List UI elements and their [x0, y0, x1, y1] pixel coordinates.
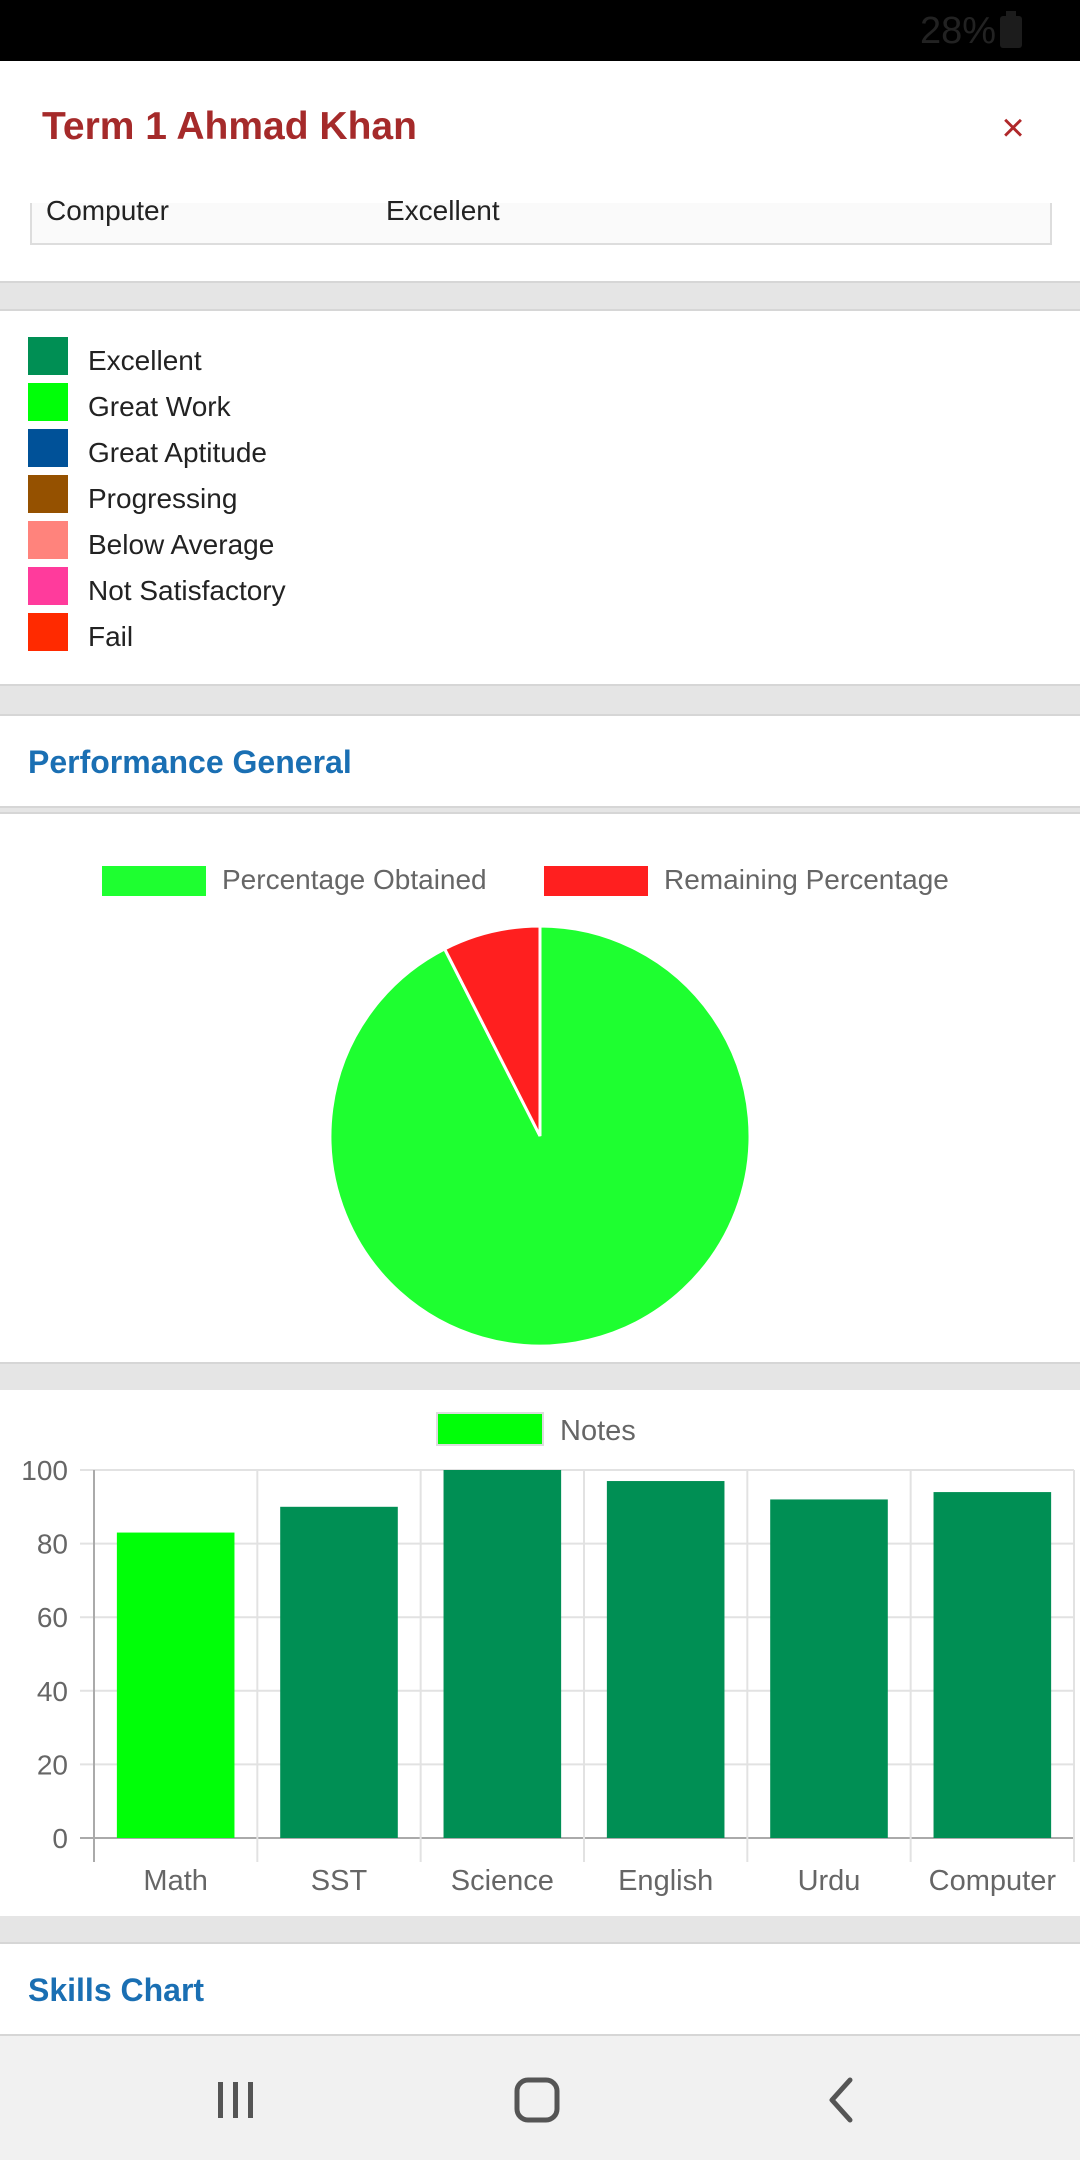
- x-tick-label: Urdu: [798, 1865, 861, 1897]
- grades-table: Computer Excellent: [0, 195, 1080, 283]
- bar[interactable]: [116, 1532, 235, 1838]
- pie-legend-swatch: [102, 866, 206, 896]
- table-cell-subject: Computer: [46, 195, 169, 226]
- y-tick-label: 20: [37, 1749, 68, 1780]
- recent-apps-icon: [218, 2082, 253, 2118]
- x-tick-label: SST: [311, 1865, 368, 1897]
- x-tick-label: Math: [143, 1865, 207, 1897]
- legend-swatch-great-aptitude: [28, 429, 68, 467]
- modal-title: Term 1 Ahmad Khan: [42, 105, 417, 148]
- legend-label: Not Satisfactory: [88, 575, 286, 606]
- x-tick-label: Computer: [929, 1865, 1057, 1897]
- home-button[interactable]: [498, 2064, 578, 2134]
- x-tick-label: English: [618, 1865, 713, 1897]
- legend-label: Great Aptitude: [88, 437, 268, 468]
- table-cell-grade: Excellent: [386, 195, 500, 226]
- status-bar: 28%: [0, 0, 1080, 61]
- bar[interactable]: [443, 1470, 562, 1838]
- y-tick-label: 40: [37, 1676, 68, 1707]
- legend-label: Below Average: [88, 529, 275, 560]
- y-tick-label: 100: [21, 1455, 68, 1486]
- back-icon: [829, 2077, 853, 2123]
- bar-legend-label: Notes: [560, 1415, 636, 1447]
- back-button[interactable]: [800, 2064, 880, 2134]
- legend-label: Fail: [88, 621, 134, 652]
- y-tick-label: 60: [37, 1602, 68, 1633]
- legend-swatch-great-work: [28, 383, 68, 421]
- pie-slice[interactable]: [442, 924, 542, 1137]
- section-title: Skills Chart: [28, 1972, 205, 2008]
- pie-legend-label: Percentage Obtained: [222, 864, 487, 895]
- pie-legend: Percentage Obtained Remaining Percentage: [0, 864, 1080, 898]
- navigation-bar: [0, 2036, 1080, 2160]
- performance-pie-chart: Percentage Obtained Remaining Percentage: [0, 812, 1080, 1364]
- battery-icon: [1000, 11, 1022, 48]
- bar[interactable]: [606, 1481, 725, 1838]
- x-tick-label: Science: [451, 1865, 554, 1897]
- home-icon: [514, 2077, 560, 2123]
- legend-label: Great Work: [88, 391, 231, 422]
- legend-label: Excellent: [88, 345, 202, 376]
- recent-apps-button[interactable]: [196, 2064, 276, 2134]
- skills-chart-section: Skills Chart: [0, 1942, 1080, 2036]
- y-tick-label: 80: [37, 1529, 68, 1560]
- performance-general-section: Performance General: [0, 714, 1080, 808]
- bar-legend-item[interactable]: Notes: [436, 1412, 636, 1447]
- legend-swatch-fail: [28, 613, 68, 651]
- bar[interactable]: [770, 1499, 888, 1838]
- legend-label: Progressing: [88, 483, 238, 514]
- notes-bar-chart: Notes 0 20 40 60 80 100 Math SST Science English Ur…: [0, 1390, 1080, 1916]
- legend-swatch-progressing: [28, 475, 68, 513]
- bar-chart: Notes 0 20 40 60 80 100 Math SST Science English Ur…: [21, 1412, 1075, 1897]
- legend-swatch-excellent: [28, 337, 68, 375]
- bar[interactable]: [933, 1492, 1052, 1838]
- bar-legend-swatch: [436, 1412, 544, 1446]
- pie-legend-label: Remaining Percentage: [664, 864, 949, 895]
- modal-header: Term 1 Ahmad Khan ×: [0, 61, 1080, 203]
- bar[interactable]: [280, 1506, 398, 1838]
- section-title: Performance General: [28, 744, 352, 780]
- pie-legend-swatch: [544, 866, 648, 896]
- legend-swatch-below-average: [28, 521, 68, 559]
- battery-percentage: 28%: [919, 10, 996, 52]
- table-row: Computer Excellent: [30, 195, 1052, 245]
- y-tick-label: 0: [52, 1823, 68, 1854]
- grade-legend: Excellent Great Work Great Aptitude Prog…: [0, 309, 1080, 686]
- close-button[interactable]: ×: [1001, 106, 1025, 150]
- pie-chart: [328, 924, 752, 1348]
- legend-swatch-not-satisfactory: [28, 567, 68, 605]
